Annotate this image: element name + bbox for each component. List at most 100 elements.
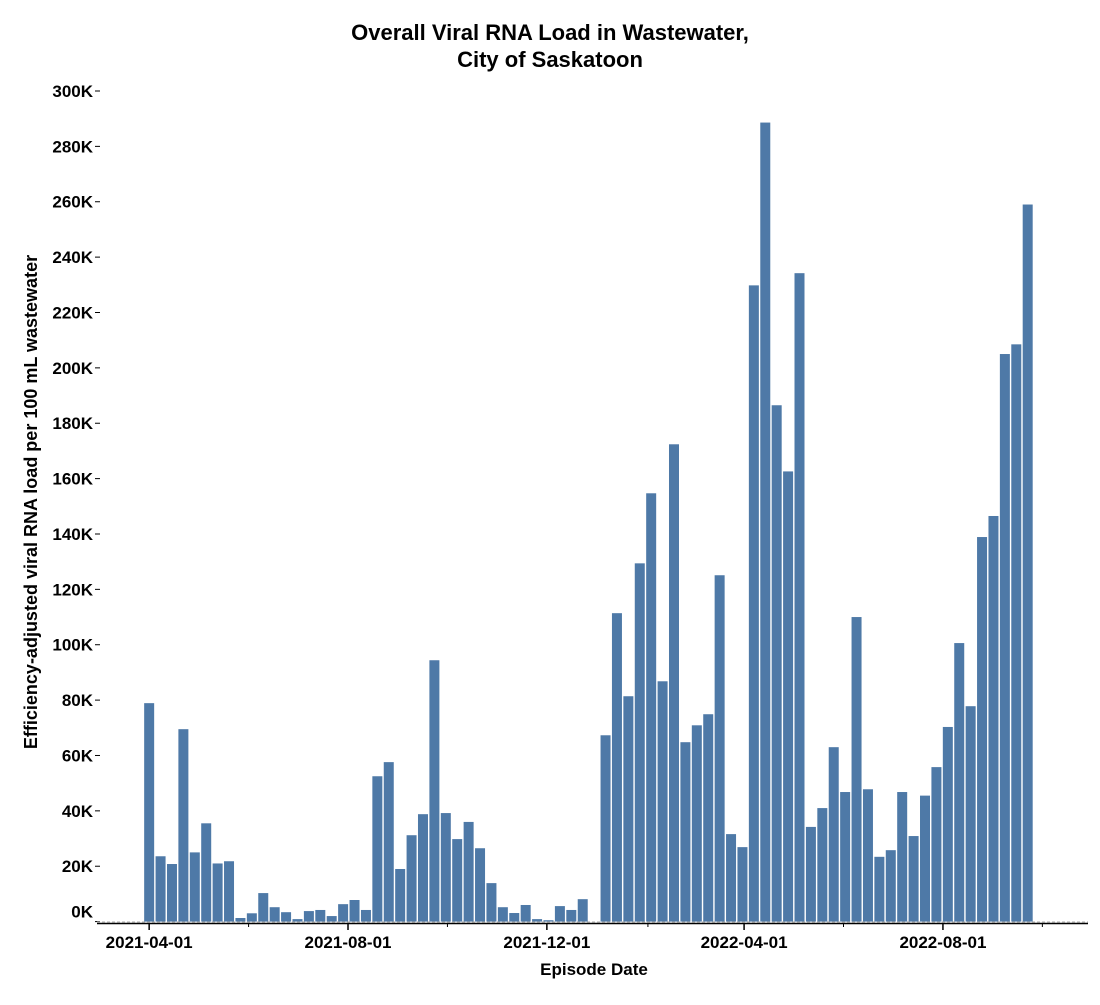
bar bbox=[406, 835, 417, 922]
bar bbox=[680, 742, 691, 922]
bar bbox=[155, 856, 166, 922]
bar bbox=[657, 681, 668, 922]
bar bbox=[634, 563, 645, 922]
bar bbox=[258, 893, 269, 922]
y-tick-label: 140K bbox=[52, 525, 93, 544]
bar bbox=[417, 814, 428, 922]
bar bbox=[817, 808, 828, 922]
bar bbox=[623, 696, 634, 922]
x-axis: 2021-04-01 2021-08-01 2021-12-01 2022-04-01… bbox=[97, 921, 1088, 952]
y-tick-label: 260K bbox=[52, 193, 93, 212]
bar bbox=[862, 789, 873, 922]
bars bbox=[144, 122, 1033, 922]
bar bbox=[828, 747, 839, 922]
bar bbox=[338, 904, 349, 922]
x-tick-label: 2021-08-01 bbox=[305, 933, 392, 952]
bar bbox=[954, 643, 965, 922]
bar bbox=[326, 916, 337, 922]
bar bbox=[452, 839, 463, 922]
bar bbox=[201, 823, 212, 922]
bar bbox=[805, 826, 816, 922]
bar bbox=[703, 714, 714, 922]
bar bbox=[840, 792, 851, 922]
bar bbox=[144, 703, 155, 922]
y-tick-label: 40K bbox=[62, 802, 94, 821]
bar bbox=[372, 776, 383, 922]
bar bbox=[360, 909, 371, 922]
bar bbox=[497, 907, 508, 922]
bar bbox=[999, 354, 1010, 922]
bar bbox=[908, 836, 919, 922]
bar bbox=[292, 919, 303, 922]
y-tick-label: 100K bbox=[52, 636, 93, 655]
chart-title-line-2: City of Saskatoon bbox=[457, 47, 643, 72]
y-tick-label: 200K bbox=[52, 359, 93, 378]
chart-title-line-1: Overall Viral RNA Load in Wastewater, bbox=[351, 20, 749, 45]
bar bbox=[269, 907, 280, 922]
bar bbox=[281, 912, 292, 922]
bar bbox=[554, 906, 565, 922]
bar bbox=[1011, 344, 1022, 922]
x-axis-label: Episode Date bbox=[540, 960, 648, 979]
bar bbox=[566, 909, 577, 922]
bar bbox=[714, 575, 725, 922]
bar bbox=[166, 864, 177, 922]
y-tick-label: 160K bbox=[52, 470, 93, 489]
x-tick-label: 2022-04-01 bbox=[701, 933, 788, 952]
bar bbox=[509, 913, 520, 922]
y-tick-label: 80K bbox=[62, 691, 94, 710]
bar bbox=[691, 725, 702, 922]
y-axis: 0K 20K 40K 60K 80K 100K 120K 140K 160K 180K 200K 22… bbox=[52, 82, 100, 923]
bar bbox=[646, 493, 657, 922]
bar bbox=[178, 729, 189, 922]
bar bbox=[726, 834, 737, 922]
x-tick-label: 2021-04-01 bbox=[106, 933, 193, 952]
y-tick-label: 300K bbox=[52, 82, 93, 101]
bar bbox=[851, 617, 862, 922]
bar bbox=[760, 122, 771, 922]
bar bbox=[783, 471, 794, 922]
bar bbox=[737, 847, 748, 922]
bar bbox=[977, 537, 988, 922]
bar bbox=[315, 909, 326, 922]
y-tick-label: 180K bbox=[52, 414, 93, 433]
x-tick-label: 2022-08-01 bbox=[899, 933, 986, 952]
y-tick-label: 120K bbox=[52, 580, 93, 599]
bar bbox=[520, 904, 531, 922]
bar bbox=[383, 762, 394, 922]
bar bbox=[668, 444, 679, 922]
bar bbox=[486, 883, 497, 922]
bar bbox=[1022, 204, 1033, 922]
bar bbox=[771, 405, 782, 922]
bar bbox=[543, 920, 554, 922]
bar bbox=[235, 918, 246, 922]
bar bbox=[600, 735, 611, 922]
x-tick-label: 2021-12-01 bbox=[503, 933, 590, 952]
bar bbox=[475, 848, 486, 922]
bar bbox=[942, 726, 953, 922]
y-tick-label: 220K bbox=[52, 303, 93, 322]
y-tick-label: 240K bbox=[52, 248, 93, 267]
bar bbox=[429, 660, 440, 922]
bar bbox=[874, 856, 885, 922]
y-tick-label: 0K bbox=[71, 903, 93, 922]
y-axis-label: Efficiency-adjusted viral RNA load per 1… bbox=[21, 255, 41, 749]
bar bbox=[303, 911, 314, 922]
bar bbox=[920, 795, 931, 922]
bar bbox=[965, 706, 976, 922]
bar bbox=[349, 900, 360, 922]
bar bbox=[611, 613, 622, 922]
bar bbox=[532, 919, 543, 922]
bar bbox=[885, 850, 896, 922]
bar bbox=[577, 899, 588, 922]
bar bbox=[988, 515, 999, 922]
bar bbox=[748, 285, 759, 922]
bar bbox=[440, 813, 451, 922]
y-tick-label: 280K bbox=[52, 137, 93, 156]
bar bbox=[794, 273, 805, 922]
bar bbox=[224, 861, 235, 922]
y-tick-label: 60K bbox=[62, 746, 94, 765]
bar bbox=[931, 767, 942, 922]
bar bbox=[246, 913, 257, 922]
y-tick-label: 20K bbox=[62, 857, 94, 876]
